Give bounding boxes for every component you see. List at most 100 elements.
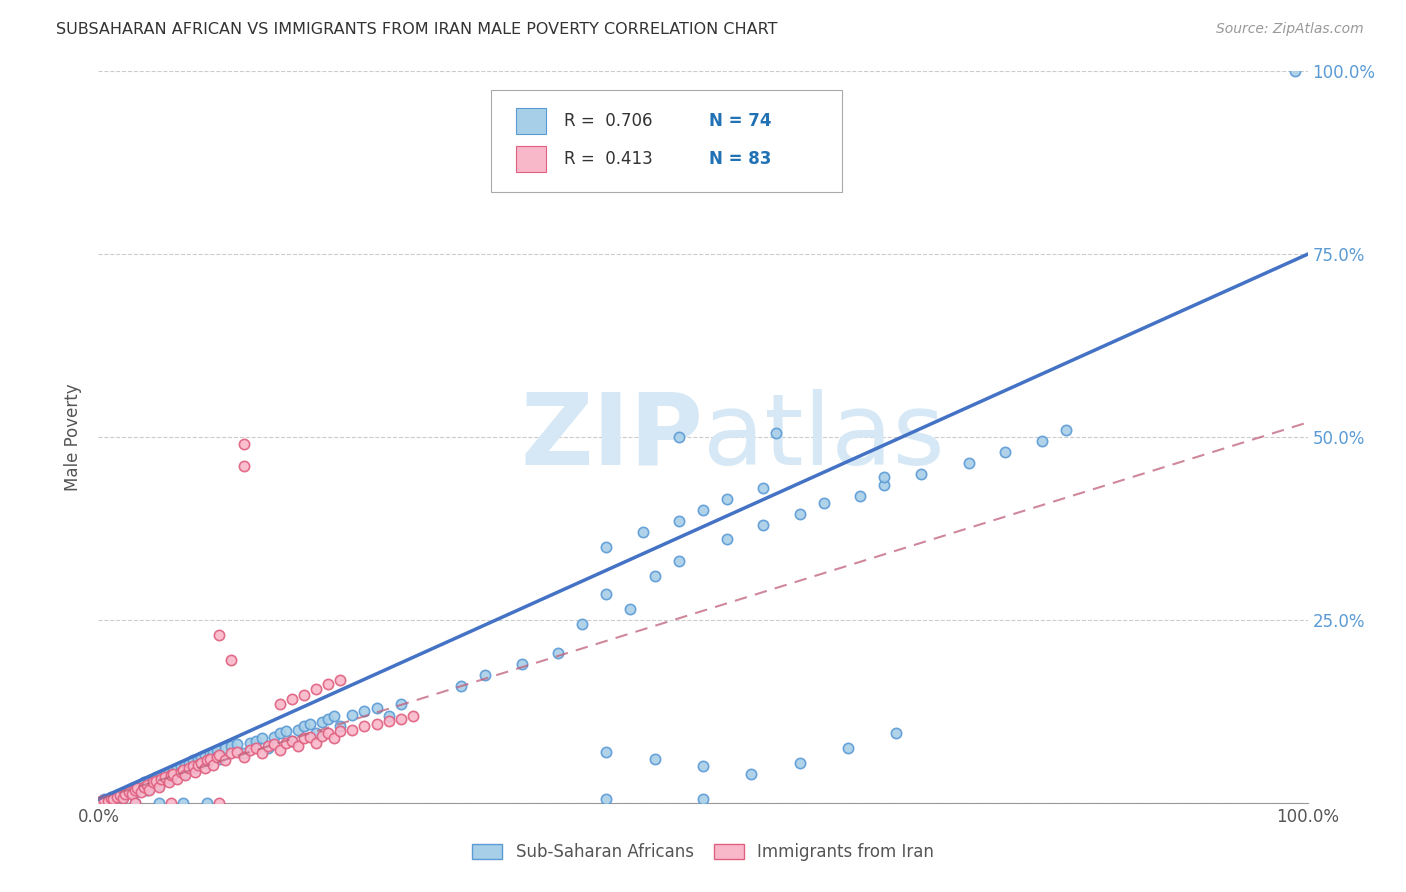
Point	[181, 759, 204, 773]
Point	[150, 772, 173, 787]
Point	[287, 739, 309, 753]
Point	[366, 716, 388, 731]
Point	[169, 759, 191, 773]
Point	[172, 796, 194, 810]
Point	[187, 757, 209, 772]
Point	[329, 673, 352, 687]
Point	[124, 785, 146, 799]
Point	[205, 743, 228, 757]
Point	[668, 430, 690, 444]
Point	[311, 729, 333, 743]
Point	[274, 736, 297, 750]
Point	[108, 787, 131, 801]
Point	[135, 782, 157, 797]
Point	[873, 477, 896, 491]
Point	[595, 540, 617, 554]
Point	[366, 700, 388, 714]
Point	[292, 688, 315, 702]
Point	[765, 426, 787, 441]
Point	[849, 489, 872, 503]
Point	[208, 796, 231, 810]
Point	[138, 782, 160, 797]
Point	[184, 761, 207, 775]
Point	[250, 746, 273, 760]
Point	[174, 768, 197, 782]
Text: SUBSAHARAN AFRICAN VS IMMIGRANTS FROM IRAN MALE POVERTY CORRELATION CHART: SUBSAHARAN AFRICAN VS IMMIGRANTS FROM IR…	[56, 22, 778, 37]
Point	[342, 708, 364, 723]
FancyBboxPatch shape	[492, 90, 842, 192]
Point	[377, 709, 399, 723]
Point	[389, 697, 412, 711]
Point	[221, 746, 243, 760]
Point	[148, 780, 170, 794]
Point	[97, 794, 120, 808]
Point	[316, 677, 339, 691]
Point	[124, 796, 146, 810]
Point	[148, 777, 170, 792]
Point	[353, 705, 375, 719]
Point	[221, 739, 243, 753]
Point	[195, 756, 218, 770]
Point	[142, 775, 165, 789]
Point	[179, 756, 201, 770]
Point	[205, 750, 228, 764]
Point	[124, 796, 146, 810]
Point	[172, 766, 194, 780]
Point	[311, 715, 333, 730]
Point	[208, 627, 231, 641]
Point	[292, 719, 315, 733]
Point	[274, 724, 297, 739]
Point	[299, 716, 322, 731]
Point	[668, 554, 690, 568]
Text: ZIP: ZIP	[520, 389, 703, 485]
Point	[101, 792, 124, 806]
Point	[202, 745, 225, 759]
Point	[353, 719, 375, 733]
Point	[127, 781, 149, 796]
Point	[127, 780, 149, 794]
Point	[232, 437, 254, 451]
Point	[100, 789, 122, 804]
Point	[124, 782, 146, 797]
Point	[256, 739, 278, 753]
Point	[135, 777, 157, 792]
Text: atlas: atlas	[703, 389, 945, 485]
Point	[245, 733, 267, 747]
Point	[118, 782, 141, 797]
Point	[232, 746, 254, 760]
Point	[329, 719, 352, 733]
Point	[957, 456, 980, 470]
Point	[232, 750, 254, 764]
Point	[181, 753, 204, 767]
Point	[108, 789, 131, 803]
Point	[269, 743, 291, 757]
Point	[250, 731, 273, 746]
Point	[114, 787, 136, 801]
Point	[118, 785, 141, 799]
Point	[305, 682, 328, 697]
Point	[194, 748, 217, 763]
Point	[789, 507, 811, 521]
Point	[129, 785, 152, 799]
Point	[202, 757, 225, 772]
Point	[510, 657, 533, 671]
Point	[157, 775, 180, 789]
Point	[187, 752, 209, 766]
Text: R =  0.706: R = 0.706	[564, 112, 652, 130]
Point	[160, 772, 183, 787]
Text: Source: ZipAtlas.com: Source: ZipAtlas.com	[1216, 22, 1364, 37]
Point	[595, 792, 617, 806]
Point	[1284, 64, 1306, 78]
Point	[281, 692, 304, 706]
Point	[150, 768, 173, 782]
Point	[837, 740, 859, 755]
Point	[153, 770, 176, 784]
Point	[226, 745, 249, 759]
Point	[571, 616, 593, 631]
Point	[134, 775, 156, 789]
Point	[162, 766, 184, 780]
Point	[305, 726, 328, 740]
Point	[174, 757, 197, 772]
Point	[111, 789, 134, 804]
Point	[179, 761, 201, 775]
